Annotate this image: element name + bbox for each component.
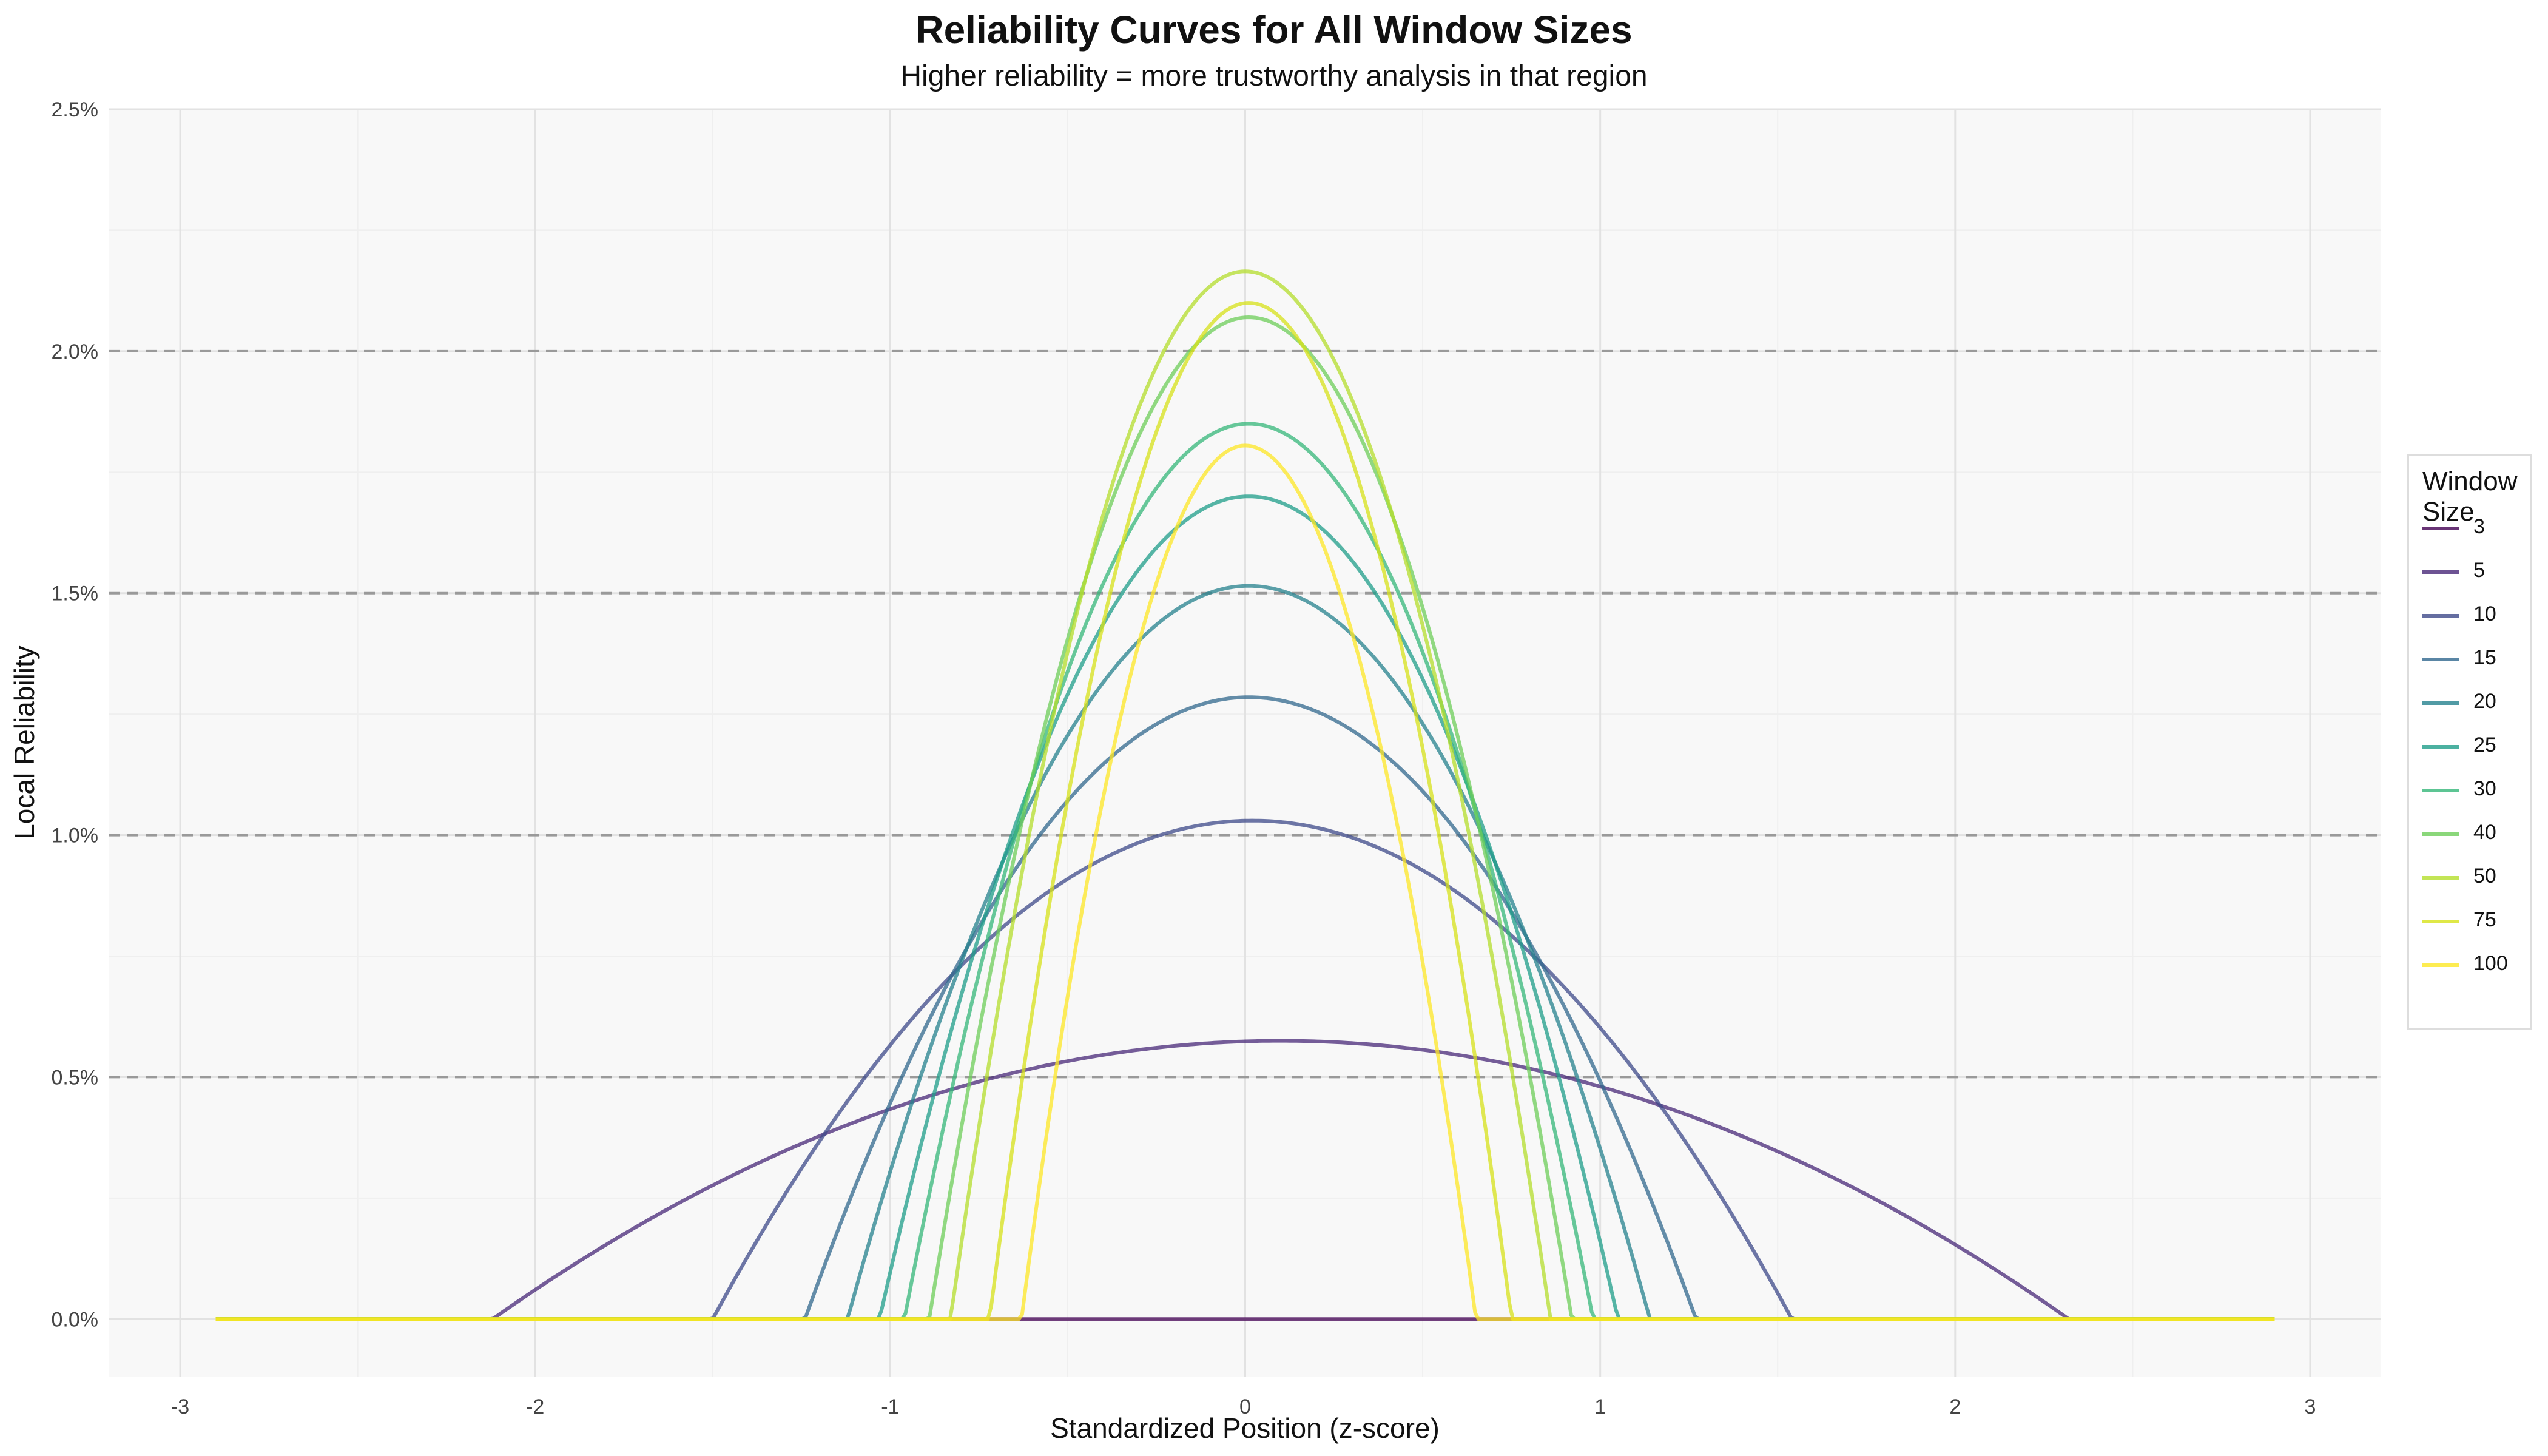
legend-item-15: 15: [2422, 638, 2532, 681]
legend-swatch: [2422, 614, 2459, 618]
legend-swatch: [2422, 920, 2459, 923]
y-axis-label: Local Reliability: [8, 645, 40, 840]
legend-item-40: 40: [2422, 812, 2532, 856]
x-tick-label: 1: [1594, 1395, 1606, 1418]
legend-label: 3: [2473, 515, 2485, 538]
legend-label: 100: [2473, 952, 2508, 975]
x-tick-label: 0: [1239, 1395, 1251, 1418]
legend-item-5: 5: [2422, 550, 2532, 594]
y-tick-label: 1.5%: [52, 582, 99, 605]
legend-item-30: 30: [2422, 769, 2532, 812]
legend-item-75: 75: [2422, 900, 2532, 943]
legend-label: 30: [2473, 777, 2496, 800]
legend-swatch: [2422, 832, 2459, 836]
series-layer: [215, 269, 2275, 1321]
x-tick-label: -1: [881, 1395, 899, 1418]
legend-swatch: [2422, 876, 2459, 880]
legend-label: 20: [2473, 690, 2496, 713]
legend-item-3: 3: [2422, 507, 2532, 550]
chart-title: Reliability Curves for All Window Sizes: [915, 8, 1633, 52]
legend-label: 50: [2473, 864, 2496, 888]
chart-subtitle: Higher reliability = more trustworthy an…: [900, 60, 1648, 92]
legend-swatch: [2422, 963, 2459, 967]
legend-swatch: [2422, 570, 2459, 574]
x-tick-label: 3: [2305, 1395, 2316, 1418]
legend-item-20: 20: [2422, 681, 2532, 725]
series-line-5: [215, 1039, 2275, 1321]
x-axis-label: Standardized Position (z-score): [1050, 1412, 1440, 1444]
legend: Window Size 3 5 10 15 20 25 30 40 50 75 100: [2407, 454, 2532, 1030]
y-tick-label: 2.0%: [52, 340, 99, 363]
legend-title: Window Size: [2422, 467, 2518, 527]
legend-label: 5: [2473, 559, 2485, 582]
legend-swatch: [2422, 701, 2459, 705]
legend-label: 25: [2473, 733, 2496, 757]
y-tick-label: 0.0%: [52, 1308, 99, 1331]
legend-swatch: [2422, 527, 2459, 530]
legend-swatch: [2422, 745, 2459, 749]
legend-item-50: 50: [2422, 856, 2532, 900]
y-tick-label: 1.0%: [52, 824, 99, 848]
legend-item-10: 10: [2422, 594, 2532, 638]
x-tick-label: 2: [1949, 1395, 1961, 1418]
legend-label: 75: [2473, 908, 2496, 931]
legend-label: 40: [2473, 821, 2496, 844]
legend-item-25: 25: [2422, 725, 2532, 769]
legend-label: 15: [2473, 646, 2496, 669]
legend-swatch: [2422, 789, 2459, 792]
series-line-100: [215, 443, 2275, 1321]
x-axis-ticks: -3 -2 -1 0 1 2 3: [171, 1395, 2316, 1418]
legend-swatch: [2422, 658, 2459, 661]
legend-item-100: 100: [2422, 943, 2532, 987]
y-tick-label: 2.5%: [52, 98, 99, 121]
legend-label: 10: [2473, 602, 2496, 625]
x-tick-label: -2: [526, 1395, 544, 1418]
y-tick-label: 0.5%: [52, 1066, 99, 1089]
y-axis-ticks: 0.0% 0.5% 1.0% 1.5% 2.0% 2.5%: [52, 98, 99, 1331]
x-tick-label: -3: [171, 1395, 189, 1418]
reference-lines: [109, 349, 2381, 1079]
